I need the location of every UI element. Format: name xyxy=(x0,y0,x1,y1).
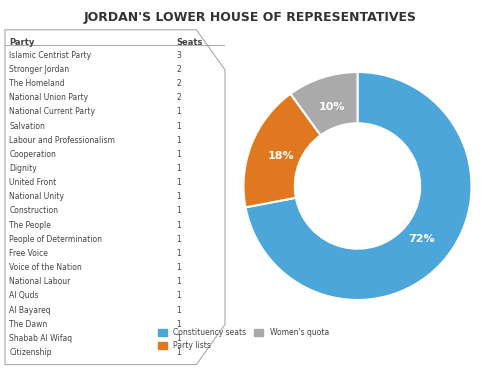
Text: Seats: Seats xyxy=(176,38,203,47)
Text: Shabab Al Wifaq: Shabab Al Wifaq xyxy=(10,334,72,343)
Text: JORDAN'S LOWER HOUSE OF REPRESENTATIVES: JORDAN'S LOWER HOUSE OF REPRESENTATIVES xyxy=(84,11,416,24)
Text: People of Determination: People of Determination xyxy=(10,235,102,244)
Text: 2: 2 xyxy=(176,65,182,74)
Text: 1: 1 xyxy=(176,206,182,215)
Text: 1: 1 xyxy=(176,108,182,116)
Text: 2: 2 xyxy=(176,79,182,88)
Text: Dignity: Dignity xyxy=(10,164,37,173)
Text: 1: 1 xyxy=(176,221,182,230)
Text: The Homeland: The Homeland xyxy=(10,79,65,88)
Text: Al Bayareq: Al Bayareq xyxy=(10,305,51,314)
Text: Stronger Jordan: Stronger Jordan xyxy=(10,65,70,74)
Text: Construction: Construction xyxy=(10,206,58,215)
Text: 1: 1 xyxy=(176,136,182,145)
Text: National Unity: National Unity xyxy=(10,192,64,201)
Text: Cooperation: Cooperation xyxy=(10,150,56,159)
Text: Voice of the Nation: Voice of the Nation xyxy=(10,263,82,272)
Text: National Current Party: National Current Party xyxy=(10,108,96,116)
Text: 1: 1 xyxy=(176,178,182,187)
Text: 18%: 18% xyxy=(268,151,294,161)
Text: 72%: 72% xyxy=(408,234,434,244)
Text: National Labour: National Labour xyxy=(10,277,71,286)
Text: Citizenship: Citizenship xyxy=(10,348,52,357)
Text: 1: 1 xyxy=(176,249,182,258)
Wedge shape xyxy=(290,72,358,135)
Text: 1: 1 xyxy=(176,263,182,272)
Text: Al Quds: Al Quds xyxy=(10,291,39,300)
Text: United Front: United Front xyxy=(10,178,56,187)
Text: Islamic Centrist Party: Islamic Centrist Party xyxy=(10,51,92,60)
Legend: Constituency seats, Party lists, Women's quota: Constituency seats, Party lists, Women's… xyxy=(155,325,332,353)
Text: 1: 1 xyxy=(176,164,182,173)
Text: 1: 1 xyxy=(176,235,182,244)
Text: National Union Party: National Union Party xyxy=(10,93,88,102)
Text: The Dawn: The Dawn xyxy=(10,320,48,328)
Text: 1: 1 xyxy=(176,122,182,131)
Text: Salvation: Salvation xyxy=(10,122,46,131)
Text: 1: 1 xyxy=(176,277,182,286)
Text: 3: 3 xyxy=(176,51,182,60)
Text: 10%: 10% xyxy=(318,102,345,112)
Text: Labour and Professionalism: Labour and Professionalism xyxy=(10,136,116,145)
Wedge shape xyxy=(246,72,472,300)
Text: The People: The People xyxy=(10,221,51,230)
Text: 1: 1 xyxy=(176,320,182,328)
Text: 2: 2 xyxy=(176,93,182,102)
Text: 1: 1 xyxy=(176,348,182,357)
Text: 1: 1 xyxy=(176,150,182,159)
Text: Free Voice: Free Voice xyxy=(10,249,48,258)
Text: 1: 1 xyxy=(176,305,182,314)
Wedge shape xyxy=(244,94,320,207)
Text: 1: 1 xyxy=(176,291,182,300)
Text: Party: Party xyxy=(10,38,35,47)
Text: 1: 1 xyxy=(176,334,182,343)
Text: 1: 1 xyxy=(176,192,182,201)
